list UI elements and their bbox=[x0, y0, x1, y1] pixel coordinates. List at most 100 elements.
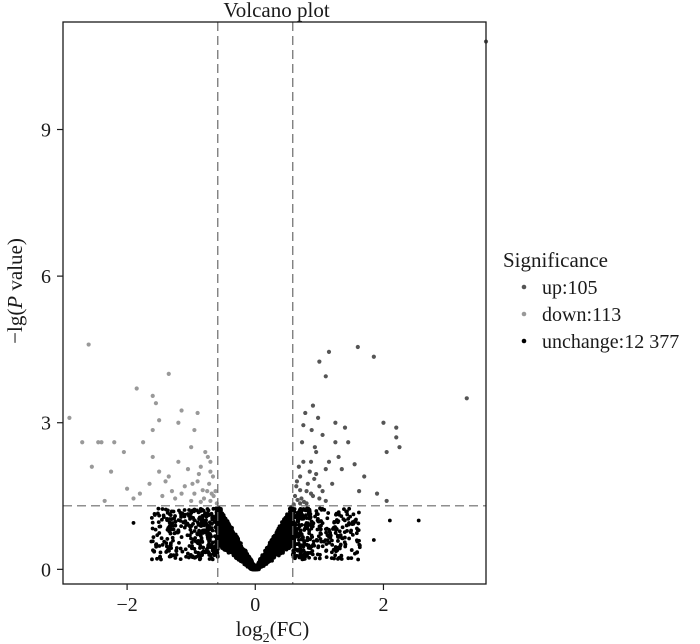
unchange-point bbox=[253, 567, 258, 572]
unchange-point bbox=[150, 539, 155, 544]
down-point bbox=[112, 440, 117, 445]
unchange-point bbox=[326, 511, 331, 515]
up-point bbox=[326, 349, 332, 354]
unchange-point bbox=[256, 567, 261, 572]
unchange-point bbox=[347, 506, 352, 511]
down-point bbox=[121, 449, 126, 455]
unchange-point bbox=[354, 531, 359, 536]
unchange-point bbox=[188, 527, 193, 532]
unchange-point bbox=[160, 507, 165, 511]
unchange-point bbox=[338, 533, 343, 538]
unchange-point bbox=[301, 557, 306, 562]
unchange-point bbox=[348, 514, 353, 519]
unchange-point bbox=[332, 520, 337, 525]
unchange-point bbox=[234, 545, 238, 550]
up-point bbox=[323, 374, 328, 379]
up-point bbox=[317, 484, 322, 489]
unchange-point bbox=[327, 529, 332, 534]
down-point bbox=[196, 471, 201, 477]
unchange-point bbox=[319, 523, 323, 528]
down-point bbox=[198, 464, 203, 469]
unchange-point bbox=[336, 539, 340, 543]
unchange-points-layer bbox=[131, 504, 421, 572]
unchange-point bbox=[353, 551, 357, 556]
unchange-point bbox=[334, 512, 338, 517]
down-point bbox=[201, 496, 207, 501]
unchange-point bbox=[196, 523, 201, 527]
unchange-point bbox=[172, 531, 177, 536]
unchange-point bbox=[185, 551, 190, 556]
down-point bbox=[205, 489, 210, 494]
unchange-point bbox=[171, 538, 175, 543]
unchange-point bbox=[226, 546, 231, 550]
up-point bbox=[309, 427, 314, 433]
unchange-point bbox=[185, 521, 190, 526]
unchange-point bbox=[156, 506, 161, 511]
unchange-point bbox=[228, 541, 233, 545]
x-axis-title-prefix: log bbox=[236, 617, 263, 641]
unchange-point bbox=[296, 526, 301, 531]
unchange-point bbox=[349, 548, 354, 552]
down-point bbox=[157, 469, 162, 474]
unchange-point bbox=[167, 554, 172, 559]
unchange-point bbox=[160, 542, 165, 547]
unchange-point bbox=[174, 552, 179, 557]
unchange-point bbox=[210, 557, 215, 562]
down-point bbox=[163, 479, 168, 484]
x-tick-label: 0 bbox=[250, 594, 260, 616]
up-point bbox=[355, 344, 360, 350]
down-point bbox=[96, 440, 101, 445]
unchange-point bbox=[342, 540, 347, 545]
unchange-point bbox=[150, 557, 154, 562]
down-point bbox=[200, 488, 205, 493]
unchange-point bbox=[159, 517, 164, 522]
unchange-point bbox=[186, 555, 191, 560]
x-axis-title-subscript: 2 bbox=[263, 631, 270, 644]
unchange-point bbox=[299, 523, 304, 527]
unchange-point bbox=[282, 533, 287, 537]
unchange-point bbox=[333, 531, 338, 535]
down-point bbox=[195, 479, 200, 484]
up-point bbox=[314, 449, 319, 455]
down-point bbox=[124, 486, 130, 491]
unchange-point bbox=[154, 543, 158, 547]
up-point bbox=[296, 464, 301, 469]
unchange-point bbox=[297, 534, 302, 539]
unchange-point bbox=[371, 538, 376, 542]
up-point bbox=[303, 410, 308, 416]
down-point bbox=[131, 496, 136, 501]
unchange-point bbox=[293, 554, 298, 559]
up-point bbox=[295, 497, 300, 503]
unchange-point bbox=[259, 562, 264, 567]
down-point bbox=[169, 489, 175, 494]
unchange-point bbox=[303, 526, 307, 531]
unchange-point bbox=[235, 542, 240, 547]
unchange-point bbox=[349, 556, 354, 560]
unchange-point bbox=[343, 544, 348, 549]
unchange-point bbox=[221, 518, 226, 523]
unchange-point bbox=[189, 546, 194, 551]
unchange-point bbox=[168, 531, 173, 536]
unchange-point bbox=[203, 528, 207, 533]
up-point bbox=[336, 454, 341, 460]
unchange-point bbox=[311, 521, 316, 526]
unchange-point bbox=[309, 533, 314, 538]
unchange-point bbox=[313, 514, 317, 519]
unchange-point bbox=[164, 541, 169, 546]
unchange-point bbox=[350, 532, 355, 537]
unchange-point bbox=[258, 558, 262, 563]
y-axis-title-italic: P bbox=[3, 296, 27, 310]
unchange-point bbox=[301, 515, 306, 519]
unchange-point bbox=[279, 543, 284, 548]
unchange-point bbox=[157, 544, 162, 548]
unchange-point bbox=[173, 523, 178, 528]
unchange-point bbox=[416, 518, 421, 523]
unchange-point bbox=[200, 539, 205, 544]
up-point bbox=[298, 474, 303, 479]
unchange-point bbox=[338, 542, 343, 547]
down-point bbox=[189, 498, 194, 504]
up-point bbox=[326, 459, 332, 464]
unchange-point bbox=[215, 521, 220, 526]
x-tick-label: −2 bbox=[116, 594, 137, 616]
unchange-point bbox=[340, 536, 344, 541]
